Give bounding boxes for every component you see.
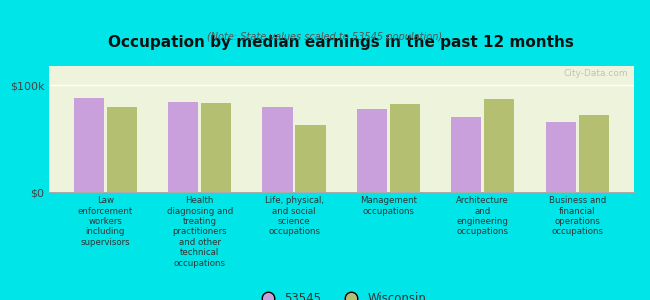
Bar: [296, 125, 326, 192]
Text: (Note: State values scaled to 53545 population): (Note: State values scaled to 53545 popu…: [207, 32, 443, 41]
Legend: 53545, Wisconsin: 53545, Wisconsin: [252, 287, 431, 300]
Title: Occupation by median earnings in the past 12 months: Occupation by median earnings in the pas…: [109, 34, 574, 50]
Bar: [357, 109, 387, 192]
Bar: [107, 106, 137, 192]
Bar: [73, 98, 104, 192]
Text: City-Data.com: City-Data.com: [564, 68, 628, 77]
Bar: [578, 115, 609, 192]
Bar: [451, 117, 482, 192]
Bar: [168, 102, 198, 192]
Bar: [201, 103, 231, 192]
Bar: [484, 99, 514, 192]
Bar: [545, 122, 576, 192]
Bar: [263, 106, 292, 192]
Bar: [390, 104, 420, 192]
